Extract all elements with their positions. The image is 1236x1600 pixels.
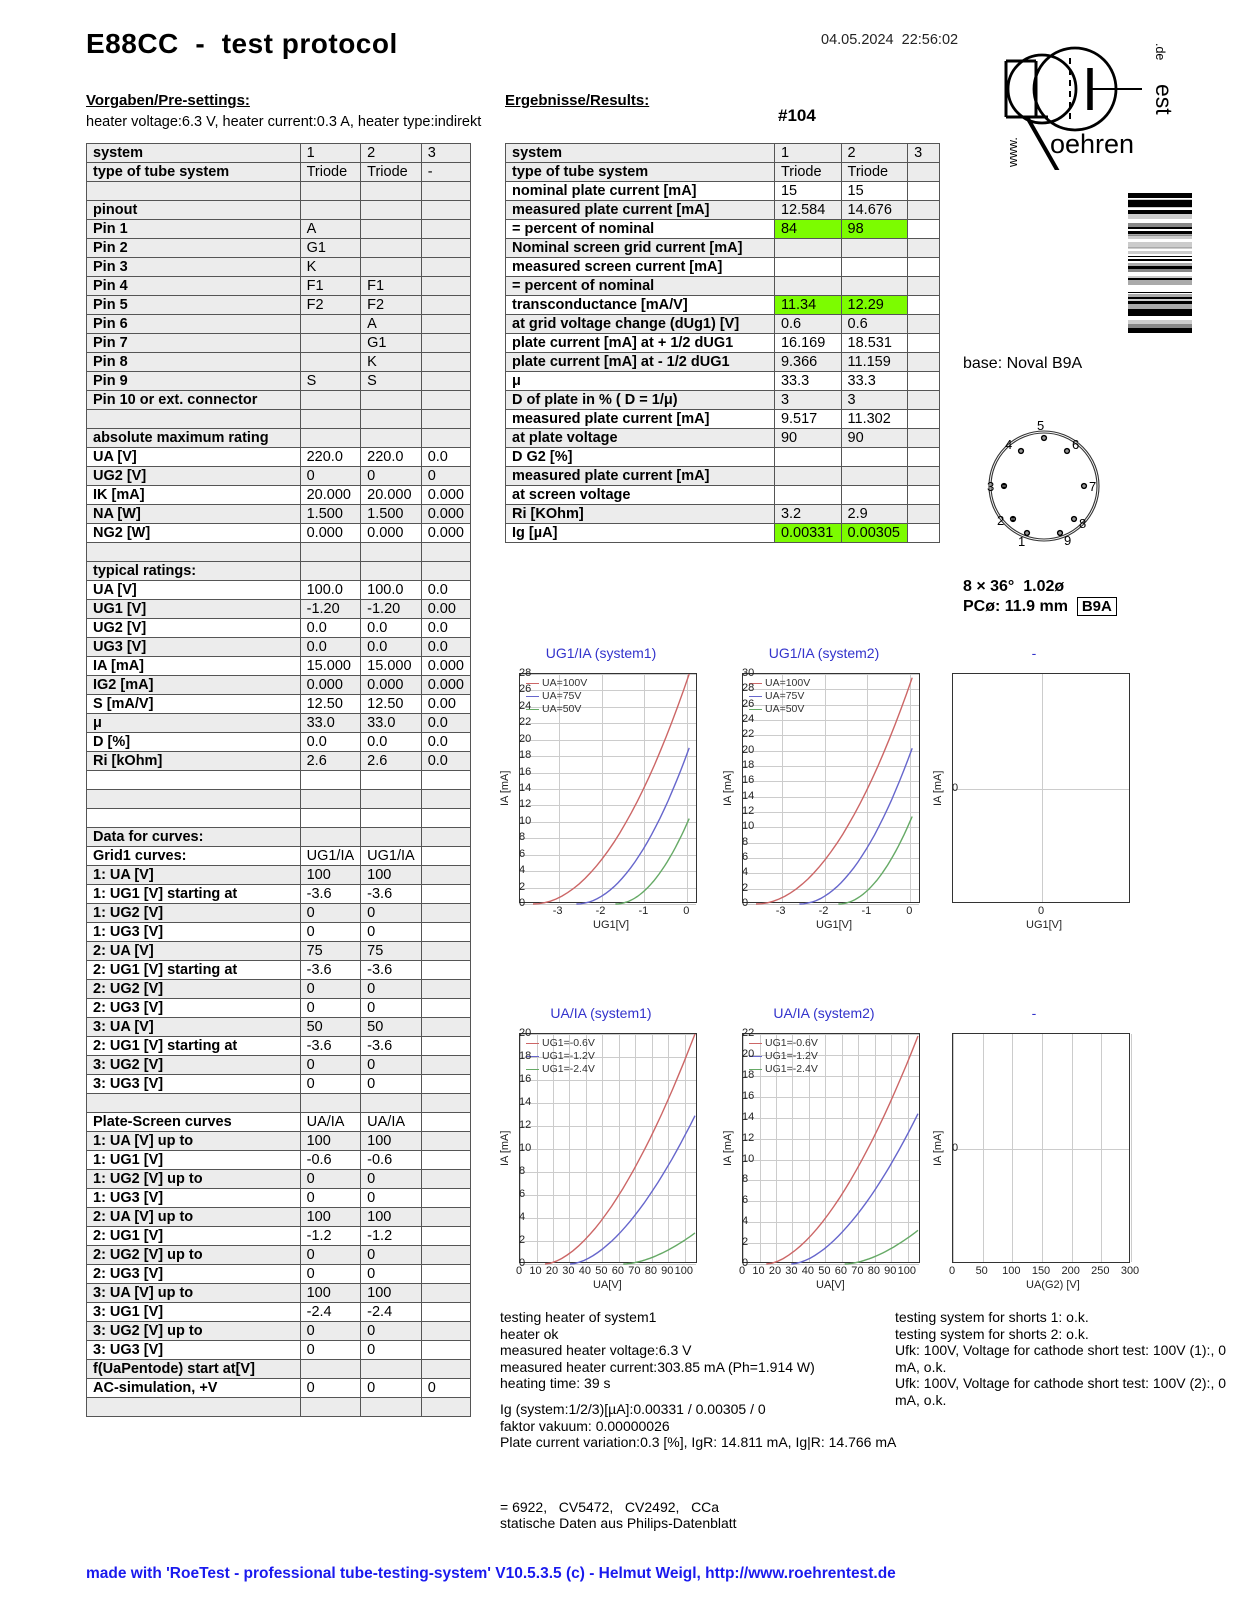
svg-text:3: 3 — [987, 479, 994, 494]
svg-text:2: 2 — [997, 513, 1004, 528]
svg-text:oehren: oehren — [1050, 129, 1134, 159]
svg-text:est: est — [1151, 84, 1177, 115]
svg-text:1: 1 — [1018, 534, 1025, 549]
svg-text:8: 8 — [1079, 516, 1086, 531]
svg-text:6: 6 — [1072, 437, 1079, 452]
svg-text:5: 5 — [1037, 418, 1044, 433]
svg-text:7: 7 — [1089, 479, 1096, 494]
svg-text:www.: www. — [1006, 137, 1020, 168]
svg-text:4: 4 — [1005, 437, 1012, 452]
svg-text:9: 9 — [1064, 533, 1071, 548]
svg-text:.de: .de — [1153, 43, 1167, 60]
